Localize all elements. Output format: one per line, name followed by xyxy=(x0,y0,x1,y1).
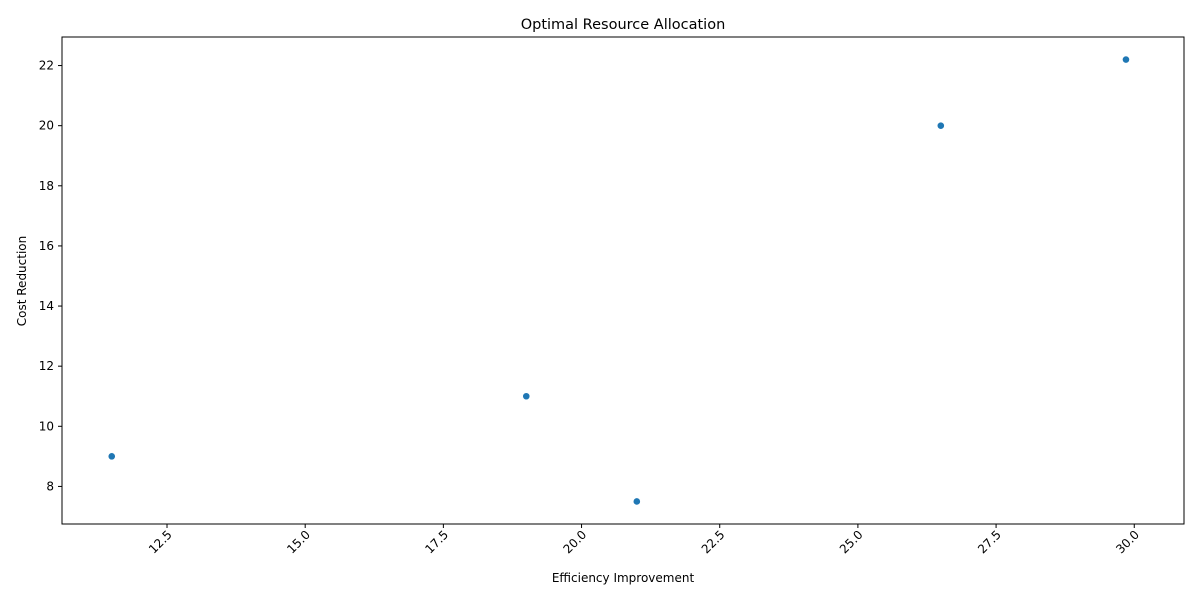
plot-frame xyxy=(61,36,1185,525)
y-axis-label: Cost Reduction xyxy=(15,236,29,326)
scatter-point xyxy=(936,121,945,130)
x-tick-label: 17.5 xyxy=(422,528,451,557)
x-axis-label: Efficiency Improvement xyxy=(552,571,695,585)
points-layer xyxy=(107,55,1130,506)
scatter-point xyxy=(632,497,641,506)
y-tick-label: 10 xyxy=(39,419,54,433)
ticks-layer: 12.5 15.0 17.5 20.0 22.5 25.0 27.5 30.0 8 10 12 14 1… xyxy=(39,59,1142,557)
x-tick-label: 30.0 xyxy=(1113,528,1142,557)
x-tick-label: 25.0 xyxy=(837,528,866,557)
y-tick-label: 12 xyxy=(39,359,54,373)
x-tick-label: 15.0 xyxy=(284,528,313,557)
y-tick-label: 18 xyxy=(39,179,54,193)
y-tick-label: 22 xyxy=(39,59,54,73)
scatter-point xyxy=(107,452,116,461)
y-tick-label: 20 xyxy=(39,119,54,133)
y-tick-label: 16 xyxy=(39,239,54,253)
chart-title: Optimal Resource Allocation xyxy=(521,17,726,33)
scatter-point xyxy=(522,392,531,401)
y-tick-label: 14 xyxy=(39,299,54,313)
scatter-point xyxy=(1122,55,1130,64)
x-tick-label: 27.5 xyxy=(975,528,1004,557)
x-tick-label: 12.5 xyxy=(146,528,175,557)
x-tick-label: 20.0 xyxy=(561,528,590,557)
x-tick-label: 22.5 xyxy=(699,528,728,557)
y-tick-label: 8 xyxy=(46,479,54,493)
